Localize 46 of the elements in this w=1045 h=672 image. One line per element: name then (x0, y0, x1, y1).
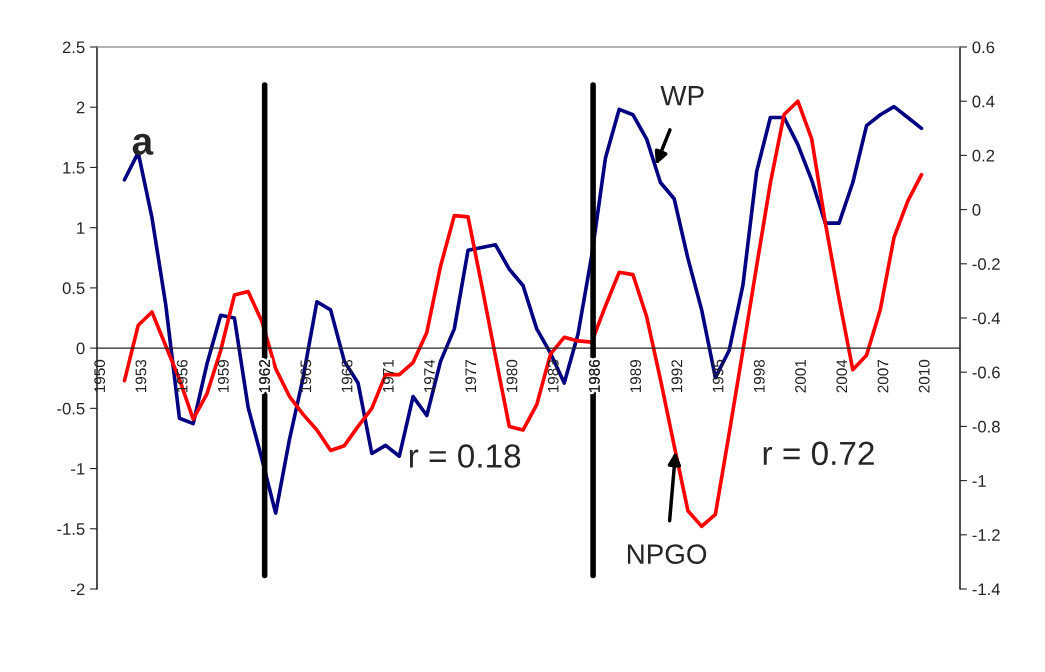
y-tick-label: -2 (71, 583, 85, 596)
y2-tick-label: 0.6 (972, 41, 995, 54)
y2-tick-label: -0.8 (972, 420, 1000, 433)
annotation: WP (660, 86, 704, 106)
annotation: r = 0.18 (409, 444, 521, 468)
y-tick-label: 2 (76, 101, 85, 114)
x-tick-label: 1989 (630, 359, 642, 393)
y2-tick-label: -1.4 (972, 583, 1001, 596)
y2-tick-label: 0.4 (972, 95, 995, 108)
x-tick-label: 1962 (259, 359, 271, 393)
x-tick-label: 1959 (217, 359, 229, 393)
x-tick-label: 1995 (712, 359, 724, 393)
x-tick-label: 2004 (836, 359, 848, 393)
x-tick-label: 2007 (877, 359, 889, 393)
y-tick-label: 1.5 (63, 162, 85, 174)
y2-tick-label: -0.4 (972, 312, 1001, 325)
x-tick-label: 1971 (382, 359, 394, 393)
x-tick-label: 1953 (135, 359, 147, 393)
x-tick-label: 1974 (424, 359, 435, 393)
y2-tick-label: -0.6 (972, 366, 1000, 379)
y-tick-label: -1 (71, 463, 85, 475)
y2-tick-label: 0.2 (972, 149, 995, 162)
x-tick-label: 1992 (671, 359, 683, 393)
y-tick-label: 0.5 (62, 282, 85, 295)
y2-tick-label: -1.2 (972, 529, 1000, 541)
x-tick-label: 2001 (795, 359, 806, 393)
x-tick-label: 1977 (465, 359, 477, 393)
y2-tick-label: -1 (972, 475, 986, 487)
x-tick-label: 1998 (753, 359, 765, 393)
y2-tick-label: 0 (972, 204, 981, 216)
x-tick-label: 2010 (918, 359, 930, 393)
y-tick-label: 0 (76, 342, 85, 355)
y-tick-label: -1.5 (57, 523, 85, 535)
x-tick-label: 1956 (176, 359, 188, 393)
x-tick-label: 1950 (94, 359, 106, 393)
x-tick-label: 1965 (300, 359, 312, 393)
y-tick-label: 1 (77, 222, 85, 234)
x-tick-label: 1983 (547, 359, 559, 393)
x-tick-label: 1968 (341, 359, 353, 393)
annotation: r = 0.72 (763, 441, 874, 466)
y-tick-label: 2.5 (62, 41, 85, 54)
y-tick-label: -0.5 (57, 402, 85, 415)
y2-tick-label: -0.2 (972, 258, 1000, 270)
annotation: NPGO (627, 544, 707, 564)
annotation: a (132, 133, 154, 155)
x-tick-label: 1980 (506, 359, 518, 393)
